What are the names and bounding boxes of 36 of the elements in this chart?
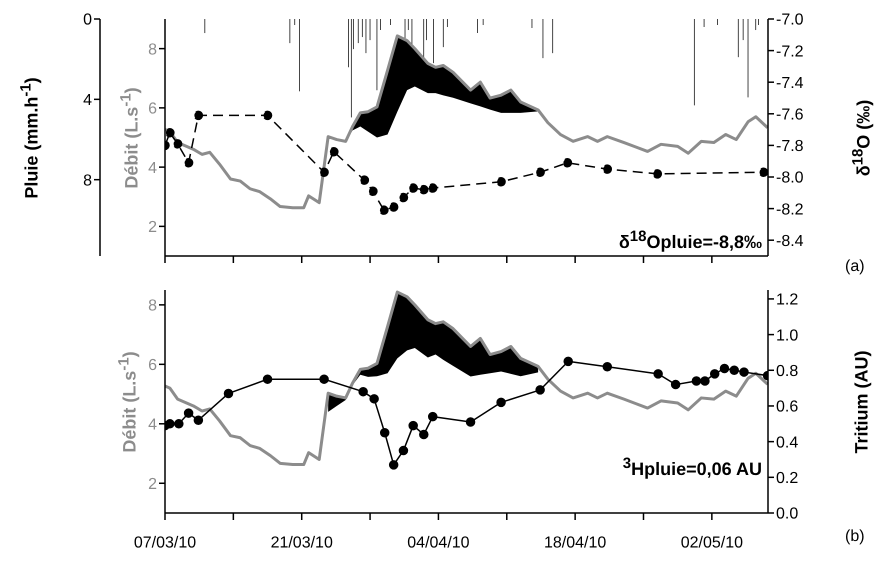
x-tick-label: 21/03/10 bbox=[270, 534, 333, 552]
y-tick-label: 4 bbox=[148, 416, 158, 434]
y2-tick-label: -7.4 bbox=[776, 74, 804, 92]
y3-tick-label: 0 bbox=[83, 12, 92, 29]
y2-tick-label: 1.2 bbox=[776, 292, 798, 309]
y-tick-label: 6 bbox=[148, 100, 158, 118]
y-tick-label: 8 bbox=[148, 41, 158, 58]
y-tick-label: 2 bbox=[148, 476, 158, 493]
y-tick-label: 6 bbox=[148, 357, 158, 374]
y2-tick-label: -7.6 bbox=[776, 106, 804, 124]
x-tick-label: 02/05/10 bbox=[680, 534, 744, 552]
annotation: δ$^{18}$Opluie=-8,8‰ bbox=[618, 228, 762, 253]
y2-tick-label: -7.2 bbox=[776, 43, 804, 60]
y2-tick-label: -8.2 bbox=[776, 201, 804, 218]
y2-tick-label: -8.4 bbox=[776, 232, 804, 250]
y2-tick-label: -7.8 bbox=[776, 138, 804, 156]
x-tick-label: 07/03/10 bbox=[134, 534, 196, 552]
annotation: $^{3}$Hpluie=0,06 AU bbox=[622, 455, 762, 480]
y3-tick-label: 8 bbox=[83, 172, 92, 190]
y2-tick-label: 0.4 bbox=[776, 434, 798, 452]
y2-axis-title: Tritium (AU) bbox=[852, 350, 872, 453]
y2-tick-label: 0.6 bbox=[776, 398, 798, 416]
text: (b) bbox=[845, 528, 865, 546]
y3-tick-label: 4 bbox=[83, 92, 92, 110]
y-tick-label: 8 bbox=[148, 298, 158, 315]
y2-tick-label: 0.0 bbox=[776, 506, 798, 523]
y2-tick-label: -7.0 bbox=[776, 12, 804, 29]
y2-tick-label: 0.2 bbox=[776, 470, 798, 487]
y2-tick-label: -8.0 bbox=[776, 170, 804, 187]
y-tick-label: 2 bbox=[148, 219, 158, 236]
text: (a) bbox=[845, 258, 865, 276]
x-tick-label: 04/04/10 bbox=[407, 534, 470, 552]
y2-tick-label: 0.8 bbox=[776, 362, 798, 380]
y2-tick-label: 1.0 bbox=[776, 327, 798, 344]
y-tick-label: 4 bbox=[148, 160, 158, 177]
x-tick-label: 18/04/10 bbox=[544, 534, 606, 552]
